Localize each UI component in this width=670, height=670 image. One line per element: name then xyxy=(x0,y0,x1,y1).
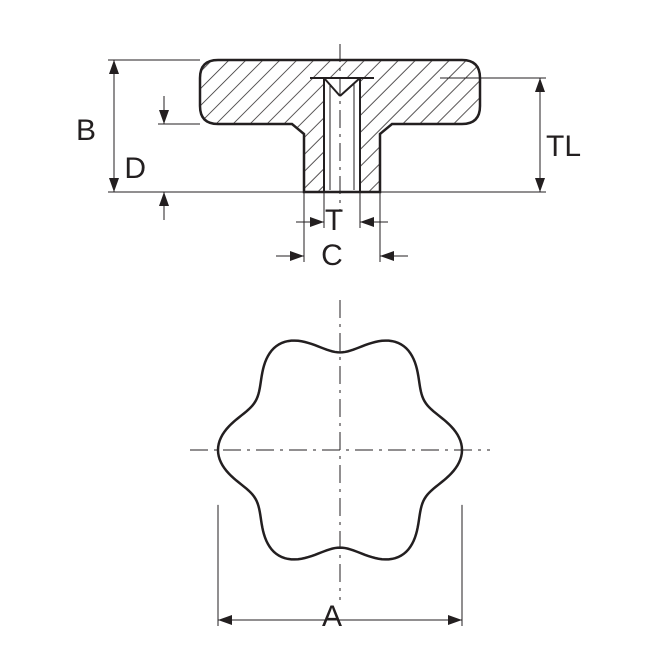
dimension-label: D xyxy=(124,152,146,185)
dimension-label: TL xyxy=(546,130,581,163)
technical-drawing: BD TL TC A xyxy=(0,0,670,670)
dimension-label: T xyxy=(325,204,343,237)
side-view xyxy=(200,44,480,210)
dimension-label: A xyxy=(322,600,342,633)
top-view xyxy=(190,300,490,600)
dimension-label: B xyxy=(76,114,96,147)
dimension-label: C xyxy=(321,239,343,272)
